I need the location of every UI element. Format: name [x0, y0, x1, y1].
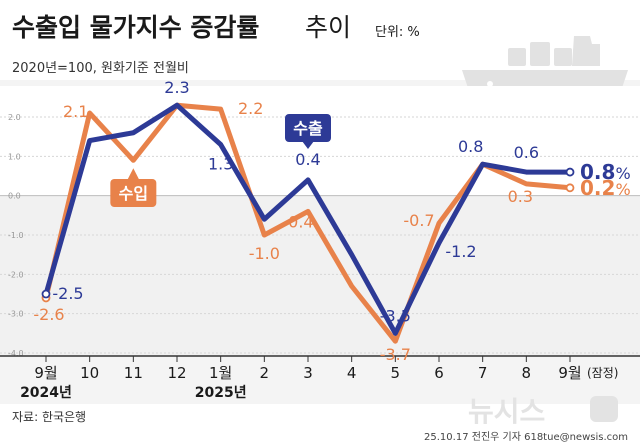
- final-value-label: 0.8%: [580, 160, 631, 184]
- data-label: 2.1: [63, 102, 88, 121]
- credit-line: 25.10.17 전진우 기자 618tue@newsis.com: [424, 431, 628, 443]
- legend-label: 수출: [293, 119, 323, 138]
- legend-label: 수입: [119, 184, 148, 203]
- final-value-unit: %: [615, 164, 630, 183]
- y-tick-label: -1.0: [8, 231, 24, 240]
- data-label: -2.5: [52, 284, 83, 303]
- data-label: 0.8: [458, 137, 483, 156]
- x-tick-label: 9월: [34, 364, 57, 382]
- data-label: 0.3: [508, 187, 533, 206]
- header-background: [0, 0, 640, 80]
- subtitle: 2020년=100, 원화기준 전월비: [12, 61, 189, 76]
- data-label: -1.0: [249, 244, 280, 263]
- y-tick-label: -4.0: [8, 349, 24, 358]
- data-labels: -2.5 2.3 1.3 0.4 -3.5 -1.2 0.8 0.6 0.8% -2.6 2.1 2.…: [33, 78, 630, 364]
- x-axis: 9월 10 11 12 1월 2 3 4 5 6 7 8 9월 (잠정) 2024년 2025년: [0, 355, 640, 401]
- x-tick-label: 8: [522, 364, 532, 382]
- data-label: 2.2: [238, 99, 263, 118]
- year-label: 2024년: [20, 385, 72, 401]
- y-tick-label: 1.0: [8, 152, 21, 161]
- data-label: 1.3: [208, 155, 233, 174]
- legend-box: [110, 179, 157, 207]
- data-label: 0.6: [514, 143, 539, 162]
- data-label: 2.3: [164, 78, 189, 97]
- data-label: -0.4: [282, 212, 313, 231]
- final-value-label: 0.2%: [580, 176, 631, 200]
- data-point: [41, 289, 51, 299]
- y-tick-label: 0.0: [8, 192, 21, 201]
- negative-band: [0, 195, 640, 356]
- data-label: -0.7: [403, 211, 434, 230]
- data-point: [565, 167, 575, 177]
- legend-pointer: [302, 141, 314, 149]
- chart-title-suffix: 추이: [305, 13, 351, 42]
- data-label: -3.7: [380, 345, 411, 364]
- x-tick-label: 11: [124, 364, 143, 382]
- x-tick-label: 4: [347, 364, 357, 382]
- x-tick-label: 9월: [558, 364, 581, 382]
- data-label: -1.2: [445, 242, 476, 261]
- x-tick-label: 7: [478, 364, 488, 382]
- legend-pointer: [127, 168, 140, 180]
- x-tick-label: 3: [303, 364, 313, 382]
- source-label: 자료: 한국은행: [12, 409, 86, 424]
- y-tick-label: 2.0: [8, 113, 21, 122]
- series-export: [41, 102, 575, 336]
- final-value-unit: %: [615, 180, 630, 199]
- year-label: 2025년: [195, 385, 247, 401]
- newsis-logo: 뉴시스: [468, 395, 618, 428]
- footer-background: [0, 404, 640, 447]
- unit-label: 단위: %: [375, 25, 420, 40]
- data-label: -3.5: [380, 306, 411, 325]
- provisional-note: (잠정): [587, 366, 618, 380]
- x-tick-label: 6: [434, 364, 444, 382]
- series-line: [43, 102, 573, 336]
- x-tick-label: 5: [391, 364, 401, 382]
- x-tick-label: 10: [80, 364, 99, 382]
- y-tick-label: -3.0: [8, 310, 24, 319]
- x-tick-label: 2: [260, 364, 270, 382]
- y-axis: 2.0 1.0 0.0 -1.0 -2.0 -3.0 -4.0: [8, 113, 24, 358]
- chart-title: 수출입 물가지수 증감률: [12, 13, 259, 42]
- legend-box: [285, 114, 331, 142]
- data-label: 0.4: [295, 150, 320, 169]
- x-tick-label: 1월: [209, 364, 232, 382]
- watermark-text: 뉴시스: [468, 395, 545, 428]
- x-tick-label: 12: [167, 364, 186, 382]
- y-tick-label: -2.0: [8, 270, 24, 279]
- data-label: -2.6: [33, 305, 64, 324]
- data-point: [565, 183, 575, 193]
